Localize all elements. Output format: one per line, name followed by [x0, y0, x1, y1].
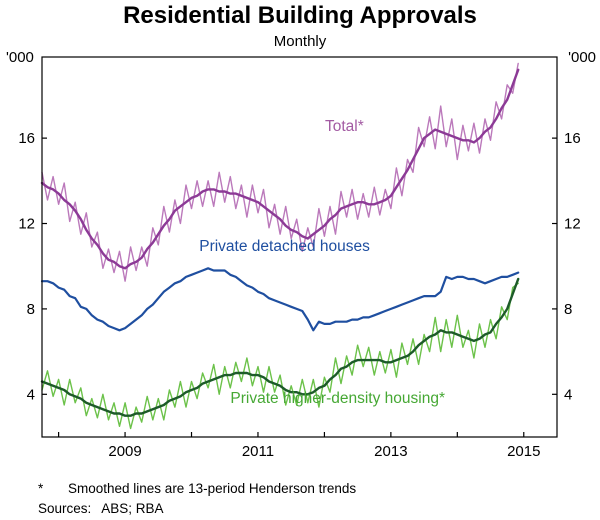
series-label-higher-density: Private higher-density housing*	[230, 389, 445, 407]
footnote: * Smoothed lines are 13-period Henderson …	[38, 481, 356, 496]
y-tick-label-left: 16	[18, 130, 35, 147]
y-axis-unit-right: '000	[568, 49, 596, 66]
x-tick-label: 2013	[374, 443, 407, 460]
sources-line: Sources: ABS; RBA	[38, 501, 164, 516]
y-tick-label-left: 8	[27, 301, 35, 318]
series-line-detached-houses	[40, 267, 520, 332]
x-tick-label: 2009	[108, 443, 141, 460]
sources-value: ABS; RBA	[101, 501, 164, 516]
series-label-total: Total*	[324, 118, 364, 136]
series-line-total-monthly	[41, 62, 519, 282]
plot-frame	[41, 56, 558, 438]
x-tick-label: 2015	[507, 443, 540, 460]
footnote-marker: *	[38, 481, 44, 496]
series-line-total-trend	[40, 68, 520, 270]
y-tick-label-right: 4	[564, 386, 572, 403]
y-tick-label-right: 12	[564, 216, 581, 233]
sources-label: Sources:	[38, 501, 92, 516]
series-line-higher-density-trend	[40, 277, 520, 417]
chart-subtitle: Monthly	[273, 33, 327, 50]
footnote-text: Smoothed lines are 13-period Henderson t…	[68, 481, 357, 496]
y-tick-label-right: 16	[564, 130, 581, 147]
series-label-detached-houses: Private detached houses	[199, 238, 370, 255]
series-line-higher-density-monthly	[41, 282, 519, 430]
x-tick-label: 2011	[242, 443, 274, 460]
y-axis-unit-left: '000	[6, 49, 34, 66]
y-tick-label-right: 8	[564, 301, 572, 318]
y-tick-label-left: 4	[27, 386, 35, 403]
y-tick-label-left: 12	[18, 216, 35, 233]
chart-title: Residential Building Approvals	[123, 2, 477, 29]
